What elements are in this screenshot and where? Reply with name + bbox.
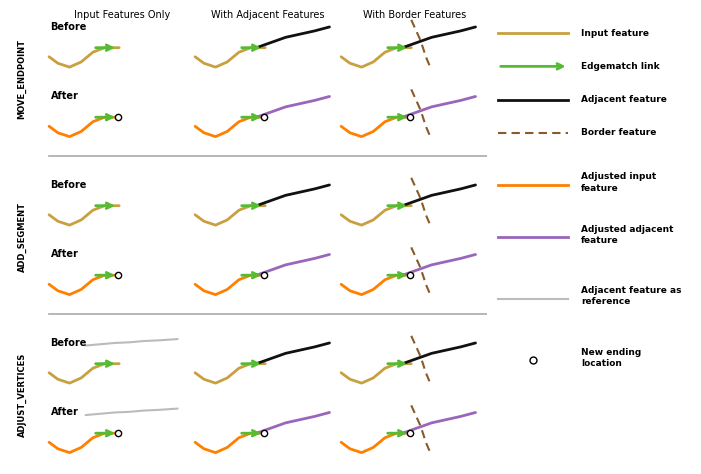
Text: After: After	[50, 91, 79, 101]
Text: ADD_SEGMENT: ADD_SEGMENT	[18, 202, 27, 272]
Text: Adjusted adjacent
feature: Adjusted adjacent feature	[581, 225, 674, 245]
Text: After: After	[50, 407, 79, 417]
Text: After: After	[50, 249, 79, 259]
Text: Edgematch link: Edgematch link	[581, 62, 660, 71]
Text: With Adjacent Features: With Adjacent Features	[212, 10, 325, 20]
Text: Input Features Only: Input Features Only	[74, 10, 170, 20]
Text: Before: Before	[50, 22, 87, 32]
Text: MOVE_ENDPOINT: MOVE_ENDPOINT	[18, 39, 27, 119]
Text: ADJUST_VERTICES: ADJUST_VERTICES	[18, 353, 27, 437]
Text: Input feature: Input feature	[581, 29, 649, 37]
Text: Border feature: Border feature	[581, 128, 657, 137]
Text: Adjusted input
feature: Adjusted input feature	[581, 173, 657, 192]
Text: New ending
location: New ending location	[581, 348, 641, 368]
Text: Before: Before	[50, 338, 87, 348]
Text: With Border Features: With Border Features	[362, 10, 465, 20]
Text: Adjacent feature as
reference: Adjacent feature as reference	[581, 286, 682, 306]
Text: Before: Before	[50, 180, 87, 190]
Text: Adjacent feature: Adjacent feature	[581, 95, 667, 104]
